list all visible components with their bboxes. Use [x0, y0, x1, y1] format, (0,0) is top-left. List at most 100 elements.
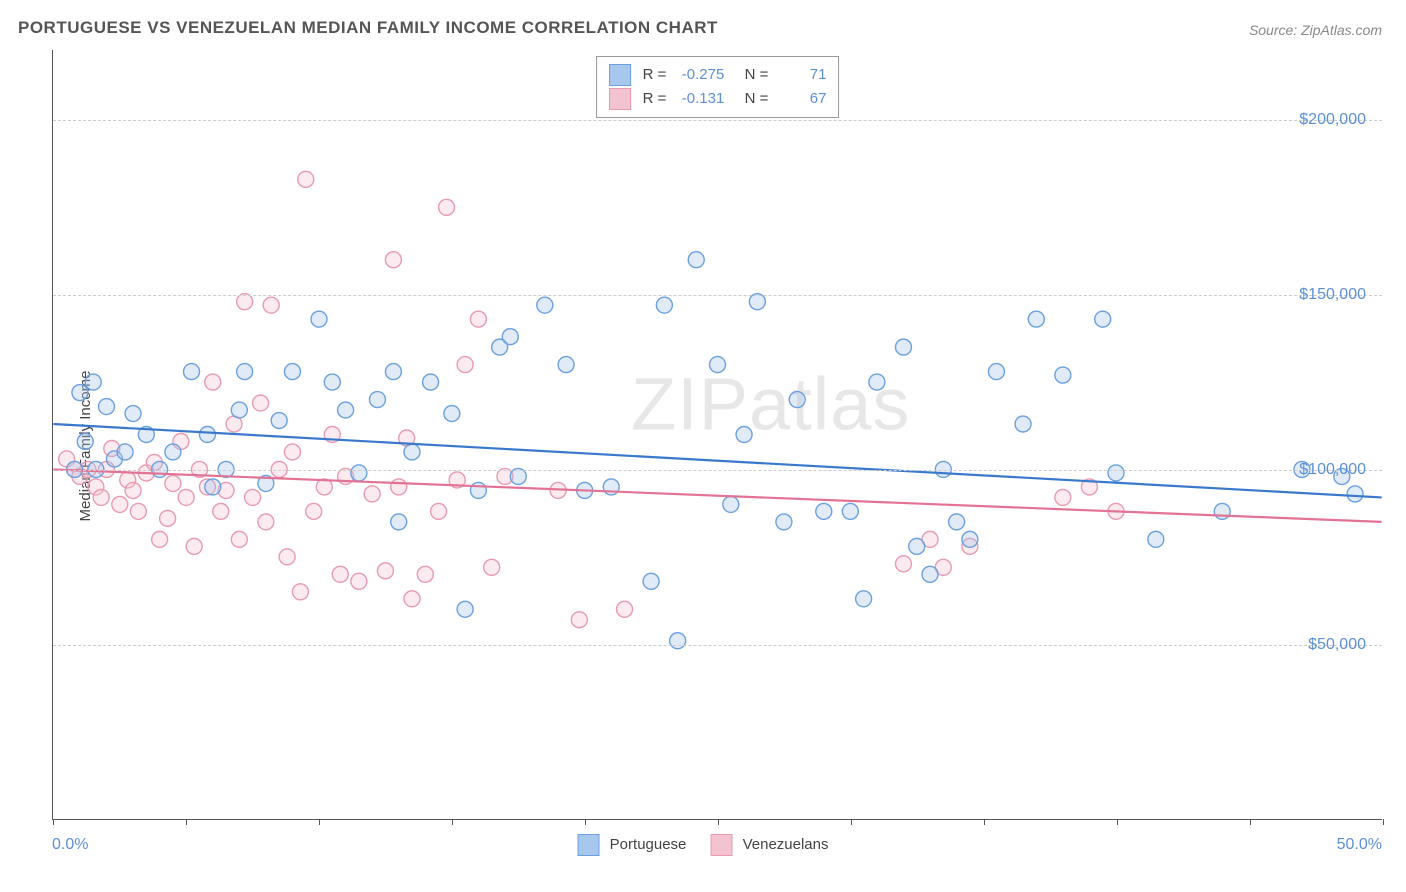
x-tick — [1117, 819, 1118, 825]
scatter-point — [537, 297, 553, 313]
scatter-point — [385, 364, 401, 380]
scatter-point — [391, 514, 407, 530]
scatter-point — [186, 538, 202, 554]
scatter-point — [338, 402, 354, 418]
scatter-point — [351, 465, 367, 481]
scatter-point — [385, 252, 401, 268]
scatter-point — [962, 531, 978, 547]
y-tick-label: $150,000 — [1299, 286, 1366, 304]
scatter-point — [77, 434, 93, 450]
scatter-point — [399, 430, 415, 446]
scatter-point — [146, 454, 162, 470]
scatter-point — [324, 374, 340, 390]
legend-item-venezuelans: Venezuelans — [710, 834, 828, 856]
scatter-point — [72, 385, 88, 401]
trend-line — [53, 424, 1381, 497]
scatter-point — [253, 395, 269, 411]
watermark: ZIPatlas — [631, 361, 910, 446]
scatter-point — [231, 531, 247, 547]
scatter-point — [962, 538, 978, 554]
x-tick — [1250, 819, 1251, 825]
source-label: Source: ZipAtlas.com — [1249, 22, 1382, 38]
r-value-venezuelans: -0.131 — [672, 87, 724, 111]
scatter-point — [688, 252, 704, 268]
scatter-point — [205, 479, 221, 495]
scatter-point — [199, 479, 215, 495]
scatter-point — [558, 357, 574, 373]
scatter-point — [199, 427, 215, 443]
scatter-point — [104, 440, 120, 456]
legend-swatch-portuguese — [609, 64, 631, 86]
scatter-point — [88, 479, 104, 495]
scatter-point — [776, 514, 792, 530]
scatter-point — [1028, 311, 1044, 327]
scatter-point — [316, 479, 332, 495]
scatter-point — [869, 374, 885, 390]
scatter-point — [218, 482, 234, 498]
scatter-point — [710, 357, 726, 373]
scatter-point — [736, 427, 752, 443]
x-tick — [585, 819, 586, 825]
scatter-point — [284, 444, 300, 460]
scatter-point — [160, 510, 176, 526]
scatter-point — [417, 566, 433, 582]
gridline — [53, 120, 1382, 121]
x-tick — [319, 819, 320, 825]
x-tick — [1383, 819, 1384, 825]
scatter-point — [670, 633, 686, 649]
scatter-point — [470, 482, 486, 498]
scatter-point — [165, 475, 181, 491]
r-label: R = — [643, 87, 667, 111]
correlation-legend: R = -0.275 N = 71 R = -0.131 N = 67 — [596, 56, 840, 118]
scatter-point — [298, 171, 314, 187]
scatter-point — [922, 566, 938, 582]
scatter-point — [130, 503, 146, 519]
scatter-point — [1055, 367, 1071, 383]
scatter-point — [656, 297, 672, 313]
scatter-point — [492, 339, 508, 355]
scatter-point — [935, 559, 951, 575]
gridline — [53, 470, 1382, 471]
scatter-point — [502, 329, 518, 345]
scatter-point — [369, 392, 385, 408]
scatter-point — [258, 514, 274, 530]
x-tick — [186, 819, 187, 825]
gridline — [53, 645, 1382, 646]
scatter-point — [457, 357, 473, 373]
scatter-point — [165, 444, 181, 460]
scatter-point — [292, 584, 308, 600]
legend-swatch-portuguese-b — [578, 834, 600, 856]
scatter-point — [332, 566, 348, 582]
scatter-point — [271, 413, 287, 429]
plot-area: ZIPatlas R = -0.275 N = 71 R = -0.131 N … — [52, 50, 1382, 820]
n-label: N = — [745, 63, 769, 87]
scatter-point — [364, 486, 380, 502]
scatter-point — [138, 465, 154, 481]
scatter-point — [895, 339, 911, 355]
x-axis-max-label: 50.0% — [1337, 836, 1382, 854]
scatter-point — [842, 503, 858, 519]
scatter-point — [909, 538, 925, 554]
scatter-point — [324, 427, 340, 443]
scatter-point — [431, 503, 447, 519]
scatter-point — [643, 573, 659, 589]
scatter-point — [1148, 531, 1164, 547]
gridline — [53, 295, 1382, 296]
scatter-point — [237, 294, 253, 310]
scatter-point — [1015, 416, 1031, 432]
n-label: N = — [745, 87, 769, 111]
scatter-point — [603, 479, 619, 495]
y-tick-label: $50,000 — [1308, 636, 1366, 654]
scatter-point — [59, 451, 75, 467]
scatter-point — [237, 364, 253, 380]
scatter-point — [470, 311, 486, 327]
scatter-point — [117, 444, 133, 460]
scatter-point — [457, 601, 473, 617]
scatter-point — [306, 503, 322, 519]
scatter-point — [279, 549, 295, 565]
scatter-point — [449, 472, 465, 488]
scatter-point — [404, 591, 420, 607]
scatter-point — [949, 514, 965, 530]
chart-title: PORTUGUESE VS VENEZUELAN MEDIAN FAMILY I… — [18, 18, 718, 38]
scatter-point — [377, 563, 393, 579]
